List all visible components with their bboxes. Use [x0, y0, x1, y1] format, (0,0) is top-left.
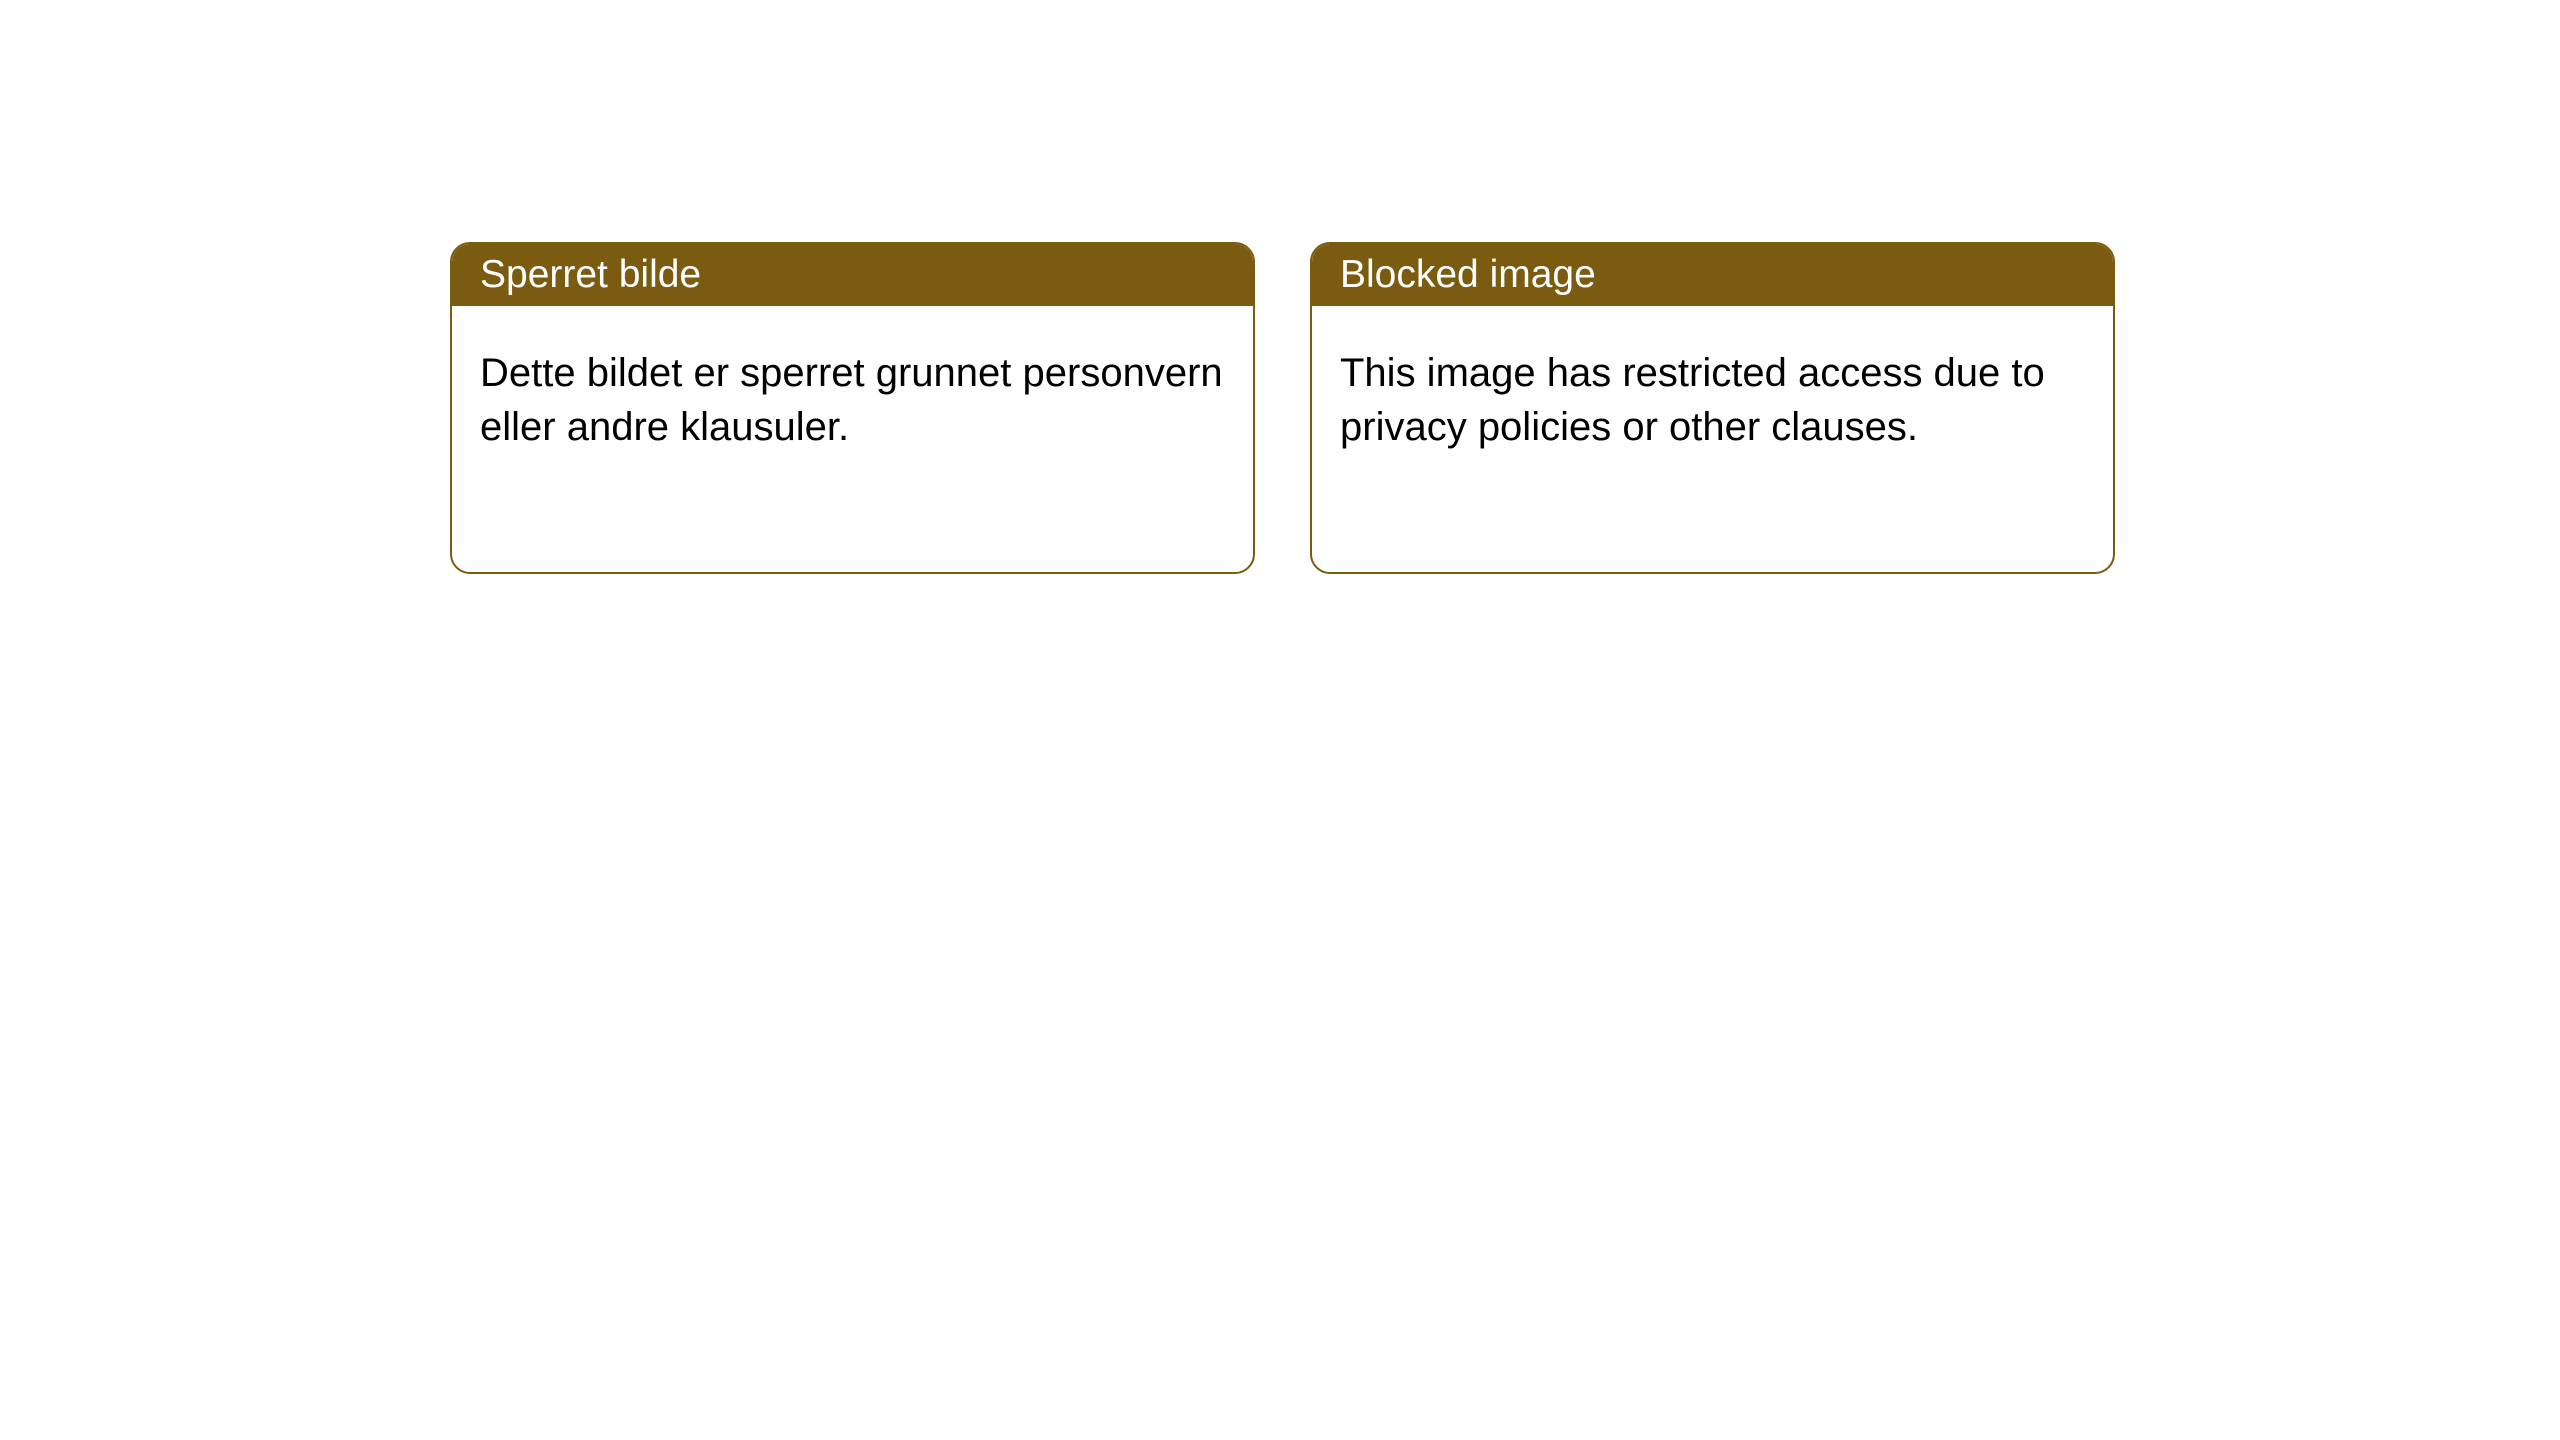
card-body-text: This image has restricted access due to …: [1340, 346, 2085, 454]
blocked-image-notices: Sperret bilde Dette bildet er sperret gr…: [450, 242, 2560, 574]
card-body-english: This image has restricted access due to …: [1312, 306, 2113, 572]
blocked-image-card-english: Blocked image This image has restricted …: [1310, 242, 2115, 574]
card-header-text: Sperret bilde: [480, 253, 701, 296]
blocked-image-card-norwegian: Sperret bilde Dette bildet er sperret gr…: [450, 242, 1255, 574]
card-header-text: Blocked image: [1340, 253, 1596, 296]
card-body-text: Dette bildet er sperret grunnet personve…: [480, 346, 1225, 454]
card-body-norwegian: Dette bildet er sperret grunnet personve…: [452, 306, 1253, 572]
card-header-english: Blocked image: [1312, 244, 2113, 306]
card-header-norwegian: Sperret bilde: [452, 244, 1253, 306]
